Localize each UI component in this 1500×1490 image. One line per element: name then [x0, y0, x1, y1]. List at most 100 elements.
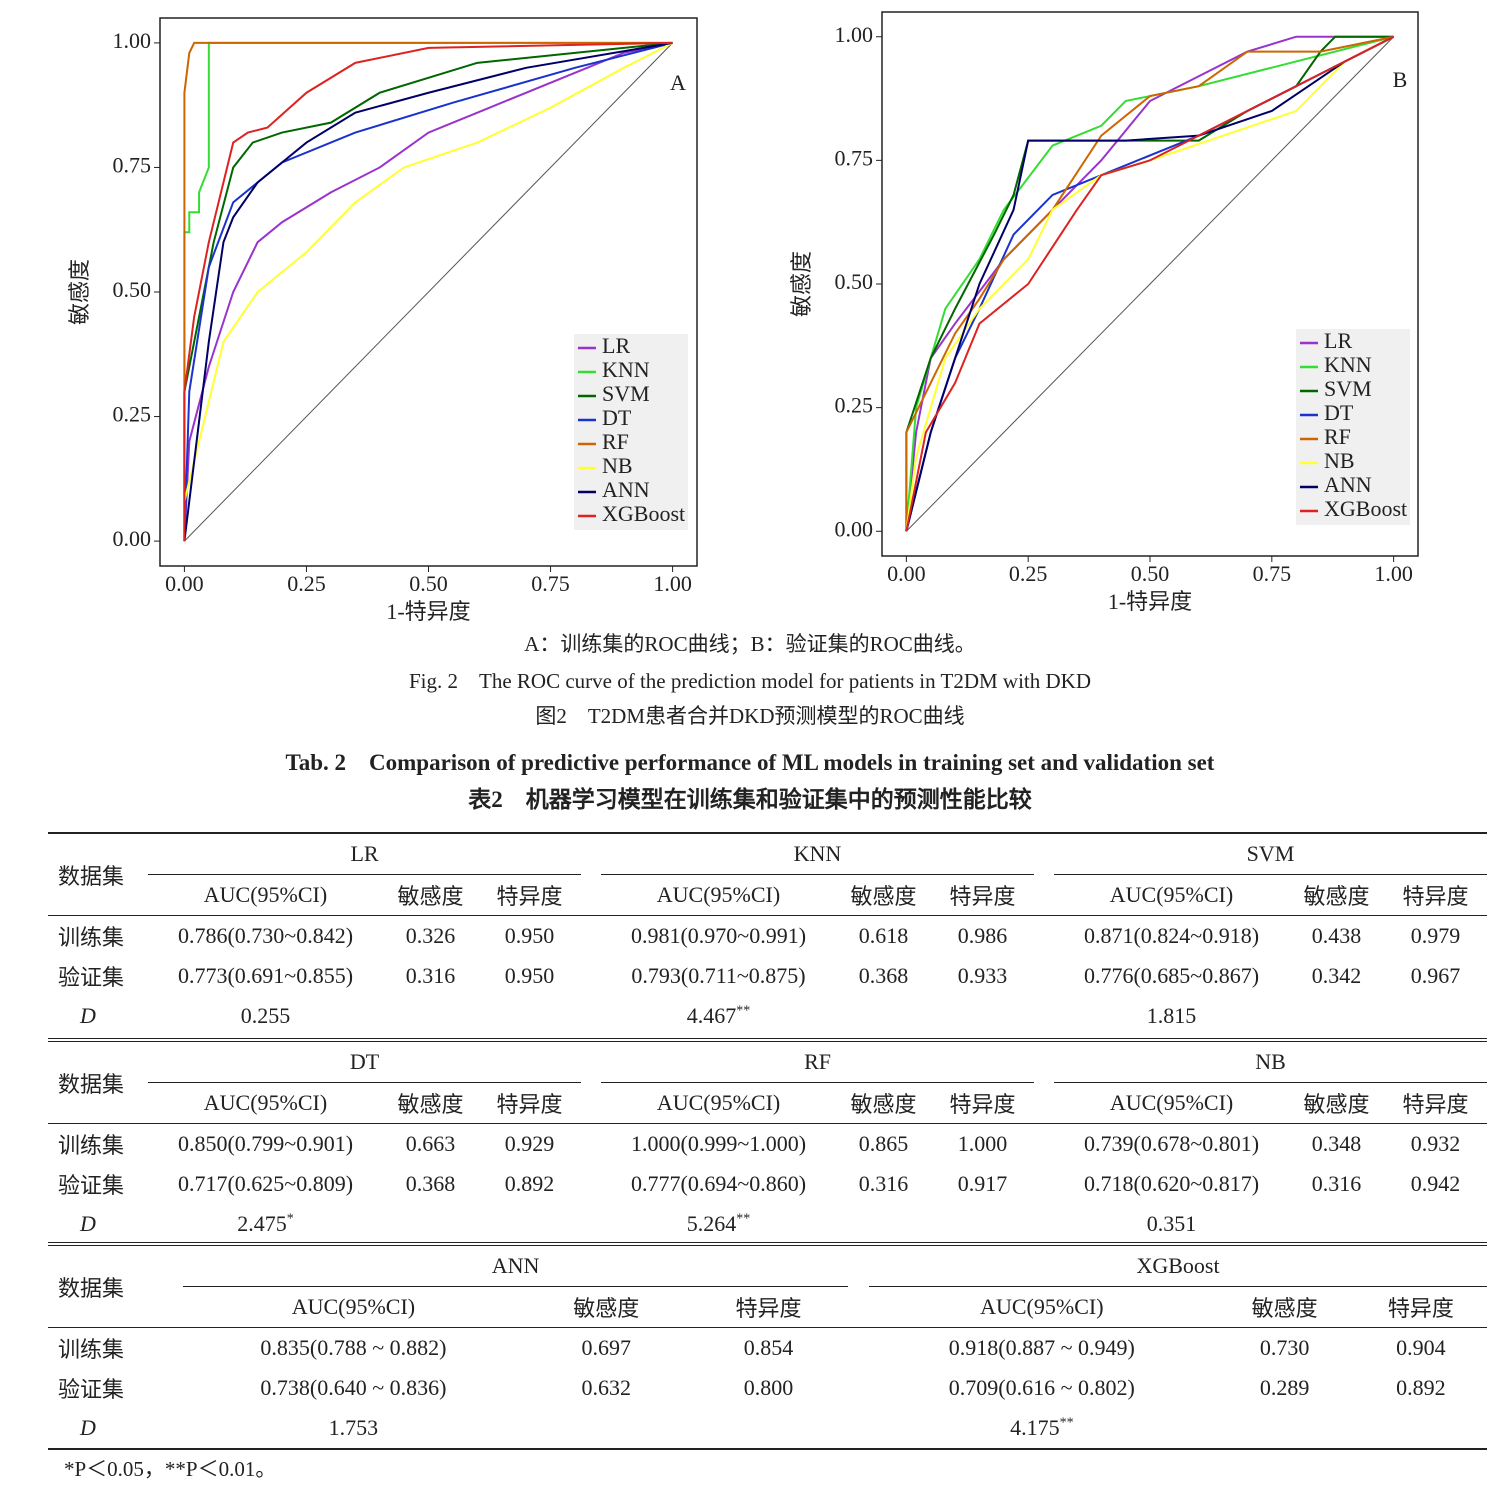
d-value: 4.467 — [686, 1003, 737, 1028]
empty — [478, 996, 581, 1036]
cell: 0.786(0.730~0.842) — [177, 923, 354, 948]
roc-curve — [183, 41, 673, 542]
empty — [383, 1204, 478, 1244]
legend-label: XGBoost — [602, 501, 685, 526]
cell: 0.979 — [1410, 923, 1461, 948]
row-label: 训练集 — [58, 925, 125, 950]
legend-label: XGBoost — [1324, 496, 1407, 521]
y-axis-label: 敏感度 — [789, 251, 814, 317]
roc-curve — [183, 41, 673, 542]
column-header: 特异度 — [931, 1082, 1035, 1124]
gap — [848, 1328, 869, 1369]
d-value: 4.175 — [1010, 1415, 1060, 1440]
gap — [1034, 1124, 1054, 1165]
column-header: 敏感度 — [836, 874, 931, 916]
reference-diagonal — [184, 42, 673, 542]
roc-curve — [905, 35, 1395, 532]
corner-header: 数据集 — [48, 1040, 148, 1124]
empty — [1289, 996, 1384, 1036]
gap — [581, 1164, 601, 1204]
cell: 0.709(0.616 ~ 0.802) — [948, 1375, 1135, 1400]
legend-label: LR — [602, 333, 630, 358]
cell: 0.929 — [504, 1131, 555, 1156]
cell: 0.777(0.694~0.860) — [631, 1171, 807, 1196]
cell: 0.717(0.625~0.809) — [177, 1171, 354, 1196]
column-header: AUC(95%CI) — [601, 1082, 837, 1124]
x-tick-label: 0.50 — [409, 571, 448, 596]
legend-label: SVM — [1324, 376, 1372, 401]
cell: 0.342 — [1311, 963, 1362, 988]
y-tick-label: 0.25 — [113, 402, 152, 427]
y-axis-label: 敏感度 — [67, 259, 92, 325]
legend-box — [574, 334, 688, 530]
table-title: 表2 机器学习模型在训练集和验证集中的预测性能比较 — [468, 787, 1032, 812]
legend-label: NB — [602, 453, 633, 478]
corner-header: 数据集 — [48, 833, 148, 916]
empty — [478, 1204, 581, 1244]
y-tick-label: 0.50 — [113, 277, 152, 302]
legend-label: RF — [602, 429, 629, 454]
d-value: 1.815 — [1146, 1003, 1197, 1028]
significance: ** — [736, 1211, 751, 1227]
data-row: 验证集 0.738(0.640 ~ 0.836) 0.632 0.800 0.709(0… — [48, 1368, 1487, 1408]
x-axis-label: 1-特异度 — [386, 599, 470, 624]
model-header: XGBoost — [869, 1244, 1487, 1287]
model-header: LR — [148, 833, 581, 875]
sub: AUC(95%CI) 敏感度 特异度 AUC(95%CI) 敏感度 特异度 AUC(95%C… — [48, 1082, 1488, 1124]
empty — [931, 996, 1034, 1036]
cell: 0.773(0.691~0.855) — [177, 963, 354, 988]
column-header: 特异度 — [1354, 1286, 1487, 1328]
d-row: D 1.753 4.175** — [48, 1408, 1487, 1449]
cell: 0.904 — [1396, 1335, 1446, 1360]
empty — [931, 1204, 1034, 1244]
x-axis-label: 1-特异度 — [1108, 589, 1192, 614]
roc-curve — [183, 42, 674, 542]
column-header: 特异度 — [931, 874, 1034, 916]
gap — [848, 1244, 869, 1287]
y-tick-label: 0.50 — [835, 269, 874, 294]
d-cell: 0.255 — [148, 996, 383, 1036]
d-cell: 0.351 — [1054, 1204, 1289, 1244]
header-row: 数据集 LR KNN SVM — [48, 833, 1488, 916]
d-row: D 0.255 4.467** 1.815 — [48, 996, 1487, 1036]
model-header: ANN — [183, 1244, 849, 1287]
column-header: 敏感度 — [836, 1082, 932, 1124]
gap — [848, 1368, 869, 1408]
x-tick-label: 1.00 — [1374, 561, 1413, 586]
corner-header: 数据集 — [48, 1244, 184, 1328]
table-block: 数据集 DT RF NB AUC(95%CI) 敏感度 特异度 AUC(95%CI) 敏感度 特异… — [48, 1038, 1488, 1244]
caption: 图2 T2DM患者合并DKD预测模型的ROC曲线 — [535, 704, 965, 728]
cell: 0.793(0.711~0.875) — [631, 963, 806, 988]
gap — [581, 996, 601, 1036]
cell: 0.316 — [1311, 1171, 1362, 1196]
reference-diagonal — [906, 36, 1394, 532]
significance: ** — [1059, 1415, 1074, 1431]
panel-label: A — [670, 70, 686, 95]
data-row: 训练集 0.850(0.799~0.901) 0.663 0.929 1.000(0.9… — [48, 1124, 1487, 1165]
cell: 0.800 — [743, 1375, 794, 1400]
empty — [836, 996, 931, 1036]
column-header: 敏感度 — [1214, 1286, 1355, 1328]
cell: 0.776(0.685~0.867) — [1083, 963, 1260, 988]
x-tick-label: 0.25 — [287, 571, 326, 596]
column-header: 特异度 — [478, 874, 581, 916]
column-header: 敏感度 — [383, 874, 478, 916]
y-tick-label: 1.00 — [113, 28, 152, 53]
roc-curve — [905, 35, 1395, 532]
roc-curve — [183, 41, 673, 542]
cell: 0.950 — [504, 923, 555, 948]
table-block: 数据集 ANN XGBoost AUC(95%CI) 敏感度 特异度 AUC(95%CI) 敏… — [48, 1242, 1487, 1450]
gap — [1034, 833, 1054, 875]
significance: ** — [736, 1003, 751, 1019]
x-tick-label: 0.25 — [1009, 561, 1048, 586]
cell: 0.932 — [1410, 1131, 1461, 1156]
legend-box — [1296, 329, 1410, 525]
cell: 0.865 — [858, 1131, 909, 1156]
model-header: DT — [148, 1040, 582, 1083]
d-cell: 1.753 — [183, 1408, 523, 1449]
cell: 1.000(0.999~1.000) — [631, 1131, 807, 1156]
model-header: RF — [601, 1040, 1035, 1083]
x-tick-label: 0.75 — [1253, 561, 1292, 586]
gap — [581, 874, 601, 916]
cell: 0.738(0.640 ~ 0.836) — [260, 1375, 447, 1400]
